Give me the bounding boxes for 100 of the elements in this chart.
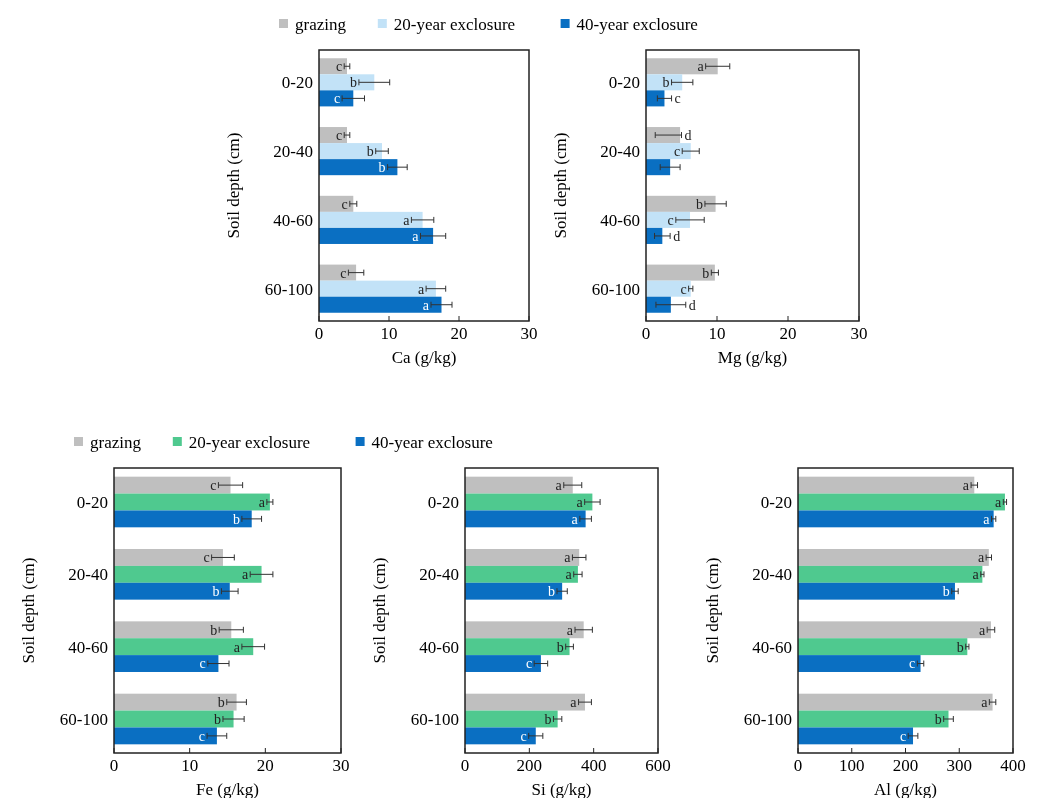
data-label: c	[335, 127, 343, 143]
bar	[114, 727, 217, 745]
bar	[114, 655, 219, 672]
bar	[319, 296, 442, 313]
x-tick-label: 0	[460, 756, 470, 775]
bar	[319, 159, 398, 176]
y-tick-label: 60-100	[410, 709, 459, 729]
y-axis-title: Soil depth (cm)	[703, 557, 722, 664]
x-axis-title: Mg (g/kg)	[717, 348, 788, 367]
bar	[114, 510, 252, 528]
x-tick-label: 200	[892, 756, 919, 775]
bar	[114, 638, 254, 656]
data-label: b	[956, 639, 964, 655]
x-tick-label: 30	[850, 324, 868, 343]
bar	[646, 159, 671, 176]
bar	[465, 655, 541, 672]
x-tick-label: 20	[450, 324, 468, 343]
data-label: c	[520, 728, 527, 744]
data-label: b	[232, 511, 240, 527]
bar	[646, 264, 715, 281]
x-tick-label: 0	[109, 756, 119, 775]
data-label: c	[335, 59, 343, 75]
y-tick-label: 60-100	[591, 279, 640, 299]
data-label: c	[198, 728, 206, 744]
data-label: b	[349, 75, 357, 91]
bar	[798, 493, 1005, 511]
data-label: c	[909, 656, 916, 672]
data-label: c	[210, 478, 217, 494]
bar	[319, 195, 354, 212]
data-label: b	[217, 695, 225, 711]
y-tick-label: 0-20	[76, 492, 108, 512]
y-tick-label: 60-100	[264, 279, 313, 299]
bar	[465, 621, 584, 639]
data-label: b	[556, 639, 564, 655]
data-label: c	[340, 265, 347, 281]
bar	[798, 549, 989, 566]
y-tick-label: 20-40	[273, 142, 313, 162]
bar	[465, 727, 536, 745]
data-label: a	[233, 639, 241, 655]
data-label: d	[673, 228, 681, 244]
y-tick-label: 40-60	[752, 637, 792, 657]
x-axis-title: Si (g/kg)	[531, 780, 592, 799]
bar	[114, 565, 262, 583]
data-label: a	[983, 511, 991, 527]
data-label: a	[571, 511, 579, 527]
bar	[798, 638, 968, 656]
y-tick-label: 40-60	[273, 210, 313, 230]
data-label: a	[962, 478, 970, 494]
bar	[646, 127, 681, 144]
data-label: b	[934, 711, 942, 727]
bar	[798, 693, 993, 711]
bar	[646, 90, 665, 107]
bar	[798, 727, 914, 745]
data-label: b	[942, 584, 950, 600]
x-tick-label: 100	[839, 756, 865, 775]
bar	[646, 143, 691, 160]
bar	[465, 638, 570, 656]
bar	[465, 710, 558, 728]
x-tick-label: 20	[256, 756, 274, 775]
data-label: c	[333, 91, 341, 107]
x-axis-title: Fe (g/kg)	[196, 780, 259, 799]
bar	[646, 211, 691, 228]
y-tick-label: 0-20	[608, 73, 640, 93]
bar	[319, 90, 354, 107]
bar	[319, 58, 347, 75]
data-label: b	[702, 265, 710, 281]
data-label: c	[899, 728, 907, 744]
x-tick-label: 300	[946, 756, 972, 775]
data-label: c	[673, 144, 681, 160]
y-tick-label: 0-20	[281, 73, 313, 93]
legend-label: 40-year exclosure	[371, 432, 493, 452]
y-tick-label: 60-100	[743, 709, 792, 729]
x-tick-label: 10	[181, 756, 199, 775]
data-label: a	[566, 622, 574, 638]
bar	[646, 74, 683, 91]
bar	[114, 582, 230, 600]
y-tick-label: 40-60	[68, 637, 108, 657]
legend-label: 20-year exclosure	[188, 432, 311, 452]
data-label: a	[697, 59, 705, 75]
x-axis-title: Al (g/kg)	[874, 780, 937, 799]
bar	[114, 693, 237, 711]
y-tick-label: 20-40	[752, 565, 792, 585]
data-label: a	[241, 567, 249, 583]
legend-label: grazing	[295, 14, 347, 34]
bar	[798, 582, 955, 600]
data-label: c	[674, 91, 681, 107]
y-tick-label: 40-60	[600, 210, 640, 230]
bar	[465, 582, 563, 600]
data-label: c	[525, 656, 533, 672]
x-tick-label: 30	[520, 324, 538, 343]
y-tick-label: 60-100	[59, 709, 108, 729]
data-label: a	[555, 478, 563, 494]
data-label: a	[570, 695, 578, 711]
bar	[319, 143, 382, 160]
bar	[465, 565, 578, 583]
data-label: b	[213, 711, 221, 727]
bar	[114, 493, 270, 511]
x-tick-label: 20	[779, 324, 797, 343]
bar	[798, 476, 975, 494]
bar	[114, 710, 234, 728]
